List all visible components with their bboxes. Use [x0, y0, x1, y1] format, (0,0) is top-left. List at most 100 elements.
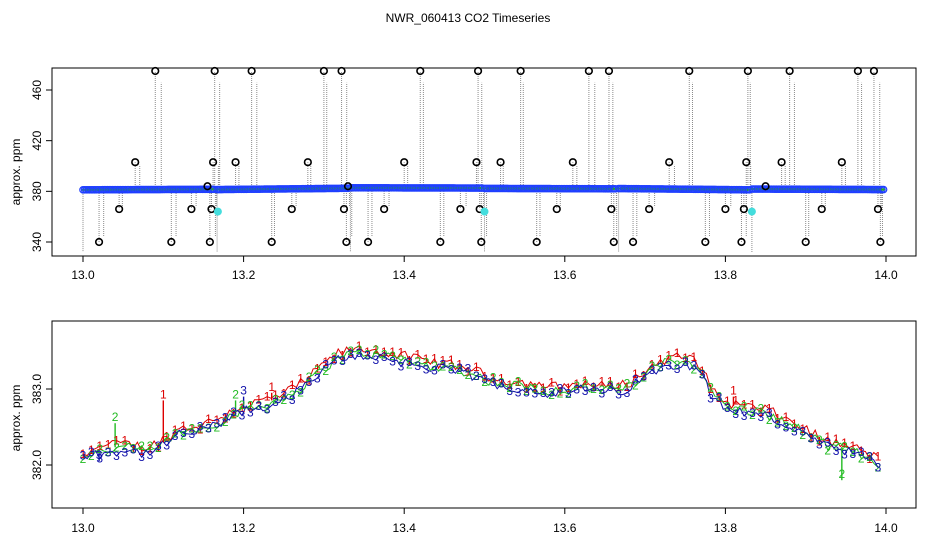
- marker-1: 1: [306, 373, 313, 387]
- marker-2: 2: [615, 382, 622, 396]
- marker-1: 1: [824, 430, 831, 444]
- marker-3: 3: [322, 357, 329, 371]
- marker-2: 2: [364, 348, 371, 362]
- marker-3: 3: [665, 358, 672, 372]
- outlier-point: [477, 237, 486, 247]
- marker-1: 1: [850, 439, 857, 453]
- marker-3: 3: [824, 436, 831, 450]
- marker-3: 3: [682, 355, 689, 369]
- marker-3: 3: [339, 354, 346, 368]
- x-tick-label: 13.4: [393, 521, 417, 535]
- marker-3: 3: [783, 421, 790, 435]
- outlier-point: [873, 204, 883, 214]
- marker-2: 2: [624, 377, 631, 391]
- marker-1: 1: [364, 345, 371, 359]
- outlier-point: [701, 237, 710, 247]
- marker-3: 3: [113, 449, 120, 463]
- outlier-point: [607, 204, 616, 214]
- marker-2: 2: [205, 421, 212, 435]
- marker-2: 2: [130, 441, 137, 455]
- marker-3: 3: [222, 411, 229, 425]
- marker-2: 2: [523, 384, 530, 398]
- outlier-point: [739, 204, 748, 214]
- marker-3: 3: [247, 405, 254, 419]
- y-tick-label: 380: [30, 181, 44, 201]
- marker-2: 2: [490, 370, 497, 384]
- flagged-point: [480, 207, 489, 216]
- marker-1: 1: [640, 369, 647, 383]
- marker-2: 2: [414, 354, 421, 368]
- marker-3: 3: [163, 439, 170, 453]
- marker-1: 1: [808, 431, 815, 445]
- marker-3: 3: [172, 429, 179, 443]
- marker-1: 1: [280, 386, 287, 400]
- marker-2: 2: [774, 416, 781, 430]
- marker-2: 2: [339, 353, 346, 367]
- marker-3: 3: [699, 367, 706, 381]
- marker-1: 1: [339, 348, 346, 362]
- marker-1: 1: [749, 397, 756, 411]
- marker-2: 2: [657, 360, 664, 374]
- outlier-point: [801, 237, 810, 247]
- marker-3: 3: [406, 355, 413, 369]
- marker-2: 2: [280, 393, 287, 407]
- marker-2: 2: [398, 353, 405, 367]
- marker-1: 1: [674, 346, 681, 360]
- marker-1: 1: [406, 353, 413, 367]
- marker-2: 2: [640, 370, 647, 384]
- marker-1: 1: [741, 398, 748, 412]
- marker-3: 3: [582, 384, 589, 398]
- bottom-series-lines: [82, 345, 879, 481]
- marker-3: 3: [523, 385, 530, 399]
- top-baseline-points: [79, 183, 888, 194]
- marker-3: 3: [515, 386, 522, 400]
- marker-3: 3: [833, 444, 840, 458]
- marker-3: 3: [757, 410, 764, 424]
- marker-2: 2: [824, 443, 831, 457]
- marker-3: 3: [548, 386, 555, 400]
- marker-1: 1: [515, 375, 522, 389]
- marker-1: 1: [523, 381, 530, 395]
- outlier-point: [737, 237, 746, 247]
- marker-3: 3: [799, 424, 806, 438]
- marker-2: 2: [356, 343, 363, 357]
- marker-2: 2: [515, 374, 522, 388]
- marker-1: 1: [289, 378, 296, 392]
- marker-1: 1: [356, 339, 363, 353]
- marker-2: 2: [439, 360, 446, 374]
- outlier-point: [167, 237, 176, 247]
- marker-3: 3: [456, 361, 463, 375]
- marker-2: 2: [691, 362, 698, 376]
- marker-2: 2: [724, 399, 731, 413]
- marker-2: 2: [548, 388, 555, 402]
- marker-2: 2: [255, 399, 262, 413]
- marker-2: 2: [289, 388, 296, 402]
- marker-3: 3: [732, 407, 739, 421]
- outlier-point: [131, 158, 140, 167]
- marker-3: 3: [615, 388, 622, 402]
- outlier-point: [203, 182, 212, 191]
- marker-3: 3: [749, 406, 756, 420]
- marker-3: 3: [331, 353, 338, 367]
- top-y-axis: 340 380 420 460: [30, 80, 52, 252]
- marker-1: 1: [105, 437, 112, 451]
- marker-2: 2: [565, 387, 572, 401]
- marker-2: 2: [707, 381, 714, 395]
- marker-1: 1: [816, 435, 823, 449]
- y-tick-label: 383.0: [30, 374, 44, 404]
- outlier-point: [363, 237, 373, 247]
- marker-3: 3: [264, 403, 271, 417]
- marker-3: 3: [774, 418, 781, 432]
- marker-3: 3: [490, 375, 497, 389]
- marker-2: 2: [791, 421, 798, 435]
- marker-3: 3: [398, 359, 405, 373]
- marker-3: 3: [423, 362, 430, 376]
- marker-2: 2: [389, 349, 396, 363]
- marker-1: 1: [649, 357, 656, 371]
- marker-3: 3: [347, 347, 354, 361]
- marker-1: 1: [665, 349, 672, 363]
- marker-3: 3: [364, 349, 371, 363]
- marker-2: 2: [197, 422, 204, 436]
